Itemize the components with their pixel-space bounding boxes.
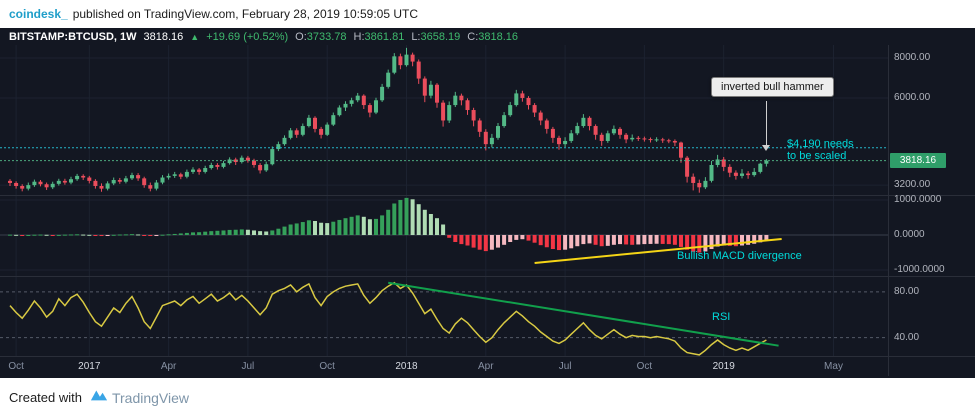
time-axis-label: Oct bbox=[636, 361, 653, 372]
price-annotation-line1: $4,190 needs bbox=[787, 138, 854, 150]
high-label: H: bbox=[353, 31, 365, 43]
created-with-text: Created with bbox=[9, 390, 82, 405]
ohlc-open: O:3733.78 bbox=[295, 30, 346, 45]
callout-arrowhead-icon bbox=[762, 145, 770, 151]
open-value: 3733.78 bbox=[306, 31, 347, 43]
y-axis-label: 3200.00 bbox=[894, 179, 931, 191]
y-axis-label: 1000.0000 bbox=[894, 193, 942, 205]
tradingview-logo-icon bbox=[90, 388, 108, 407]
symbol-title[interactable]: BITSTAMP:BTCUSD, 1W bbox=[9, 31, 137, 43]
close-label: C: bbox=[467, 31, 479, 43]
y-axis-label: 40.00 bbox=[894, 331, 920, 343]
time-axis-label: Apr bbox=[478, 361, 494, 372]
time-axis-label: 2019 bbox=[712, 361, 735, 372]
time-axis-label: Oct bbox=[319, 361, 335, 372]
ohlc-close: C:3818.16 bbox=[467, 30, 518, 45]
footer: Created with TradingView bbox=[0, 378, 975, 417]
price-change: +19.69 (+0.52%) bbox=[206, 31, 289, 43]
last-price-badge: 3818.16 bbox=[890, 153, 946, 169]
time-axis-label: Oct bbox=[8, 361, 24, 372]
price-annotation-line2: to be scaled bbox=[787, 150, 847, 162]
price-annotation: $4,190 needs to be scaled bbox=[787, 138, 854, 162]
callout-inverted-bull-hammer[interactable]: inverted bull hammer bbox=[711, 77, 834, 97]
time-axis-label: May bbox=[824, 361, 843, 372]
up-arrow-icon: ▲ bbox=[190, 32, 200, 42]
low-value: 3658.19 bbox=[420, 31, 461, 43]
time-axis-label: Apr bbox=[160, 361, 177, 372]
publish-info: published on TradingView.com, February 2… bbox=[72, 7, 419, 21]
close-value: 3818.16 bbox=[478, 31, 519, 43]
y-axis-label: 0.0000 bbox=[894, 229, 925, 240]
y-axis-label: 80.00 bbox=[894, 285, 920, 297]
high-value: 3861.81 bbox=[364, 31, 405, 43]
open-label: O: bbox=[295, 31, 307, 43]
symbol-legend: BITSTAMP:BTCUSD, 1W 3818.16 ▲ +19.69 (+0… bbox=[9, 30, 518, 45]
time-axis-label: 2018 bbox=[395, 361, 418, 372]
time-axis-label: Jul bbox=[241, 361, 255, 372]
publish-header: coindesk_ published on TradingView.com, F… bbox=[0, 0, 975, 28]
ohlc-low: L:3658.19 bbox=[411, 30, 460, 45]
last-price-value: 3818.16 bbox=[143, 31, 184, 43]
y-axis-label: -1000.0000 bbox=[894, 264, 945, 275]
callout-pointer-line bbox=[766, 101, 767, 145]
ohlc-high: H:3861.81 bbox=[354, 30, 405, 45]
time-axis-label: 2017 bbox=[78, 361, 101, 372]
tradingview-brand-link[interactable]: TradingView bbox=[111, 389, 190, 406]
time-axis-label: Jul bbox=[558, 361, 572, 372]
macd-annotation: Bullish MACD divergence bbox=[677, 250, 802, 262]
y-axis-label: 8000.00 bbox=[894, 52, 931, 64]
rsi-annotation: RSI bbox=[712, 311, 731, 323]
time-scale: Oct 2017 Apr Jul Oct 2018 Apr Jul Oct 2019 May bbox=[0, 359, 888, 375]
author-link[interactable]: coindesk_ bbox=[9, 7, 68, 21]
y-axis-label: 6000.00 bbox=[894, 91, 931, 103]
low-label: L: bbox=[411, 31, 421, 43]
